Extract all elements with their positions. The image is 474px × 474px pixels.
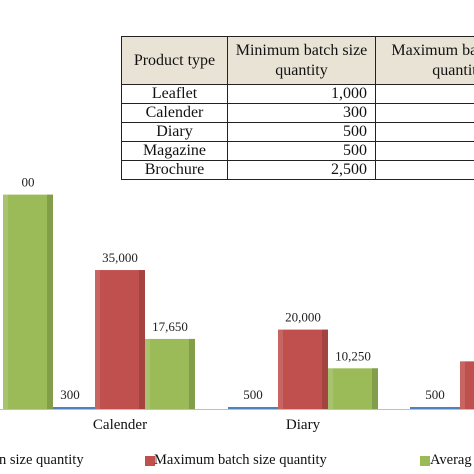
data-label: 500	[243, 387, 263, 402]
cell-product: Magazine	[121, 141, 228, 161]
category-label: Diary	[286, 417, 321, 433]
legend-swatch	[420, 456, 430, 466]
table-row: Calender30035	[121, 103, 474, 123]
cell-min: 2,500	[227, 160, 376, 180]
bar-average-calender	[145, 338, 195, 409]
bar-shade	[372, 368, 378, 409]
cell-min: 1,000	[227, 84, 376, 104]
category-label: Calender	[93, 417, 147, 433]
cell-product: Brochure	[121, 160, 228, 180]
header-product-type: Product type	[121, 36, 228, 85]
bar-maximum-batch-size-quantity-magazine	[460, 361, 474, 409]
cell-product: Diary	[121, 122, 228, 142]
table-row: Magazine5001	[121, 141, 474, 161]
bar-shade	[189, 338, 195, 409]
data-label: 20,000	[285, 310, 321, 325]
bar-chart: 30050050035,00020,00010017,65010,250Cale…	[0, 175, 474, 433]
bar-highlight	[460, 361, 465, 409]
header-maximum-batch: Maximum batch size quantity	[375, 36, 474, 85]
bar-minimum-batch-size-quantity-calender	[45, 407, 95, 409]
batch-size-table: Product type Minimum batch size quantity…	[121, 36, 474, 180]
bar-shade	[139, 270, 145, 409]
bar-highlight	[95, 270, 100, 409]
cell-max: 3	[375, 160, 474, 180]
legend-item: Averag	[430, 452, 472, 468]
bar-average-leaflet	[3, 194, 53, 409]
data-label: 35,000	[102, 250, 138, 265]
bar-minimum-batch-size-quantity-magazine	[410, 407, 460, 409]
bar-shade	[322, 329, 328, 409]
table-row: Diary50020	[121, 122, 474, 142]
bar-shade	[47, 194, 53, 409]
bar-highlight	[328, 368, 333, 409]
data-label: 300	[60, 387, 80, 402]
bar-maximum-batch-size-quantity-diary	[278, 329, 328, 409]
table-header-row: Product type Minimum batch size quantity…	[121, 36, 474, 85]
bar-highlight	[278, 329, 283, 409]
legend-swatch	[145, 456, 155, 466]
data-label: 17,650	[152, 319, 188, 334]
bar-minimum-batch-size-quantity-diary	[228, 407, 278, 409]
legend-item: Maximum batch size quantity	[154, 452, 327, 468]
data-label: 500	[425, 387, 445, 402]
cell-product: Calender	[121, 103, 228, 123]
legend-item: n size quantity	[0, 452, 84, 468]
chart-legend: n size quantity Maximum batch size quanti…	[0, 448, 474, 474]
data-label: 10,250	[335, 348, 371, 363]
data-label: 00	[22, 175, 35, 190]
bar-highlight	[145, 338, 150, 409]
bar-average-diary	[328, 368, 378, 409]
bar-highlight	[3, 194, 8, 409]
bar-maximum-batch-size-quantity-calender	[95, 270, 145, 409]
batch-size-table-container: Product type Minimum batch size quantity…	[121, 36, 474, 184]
